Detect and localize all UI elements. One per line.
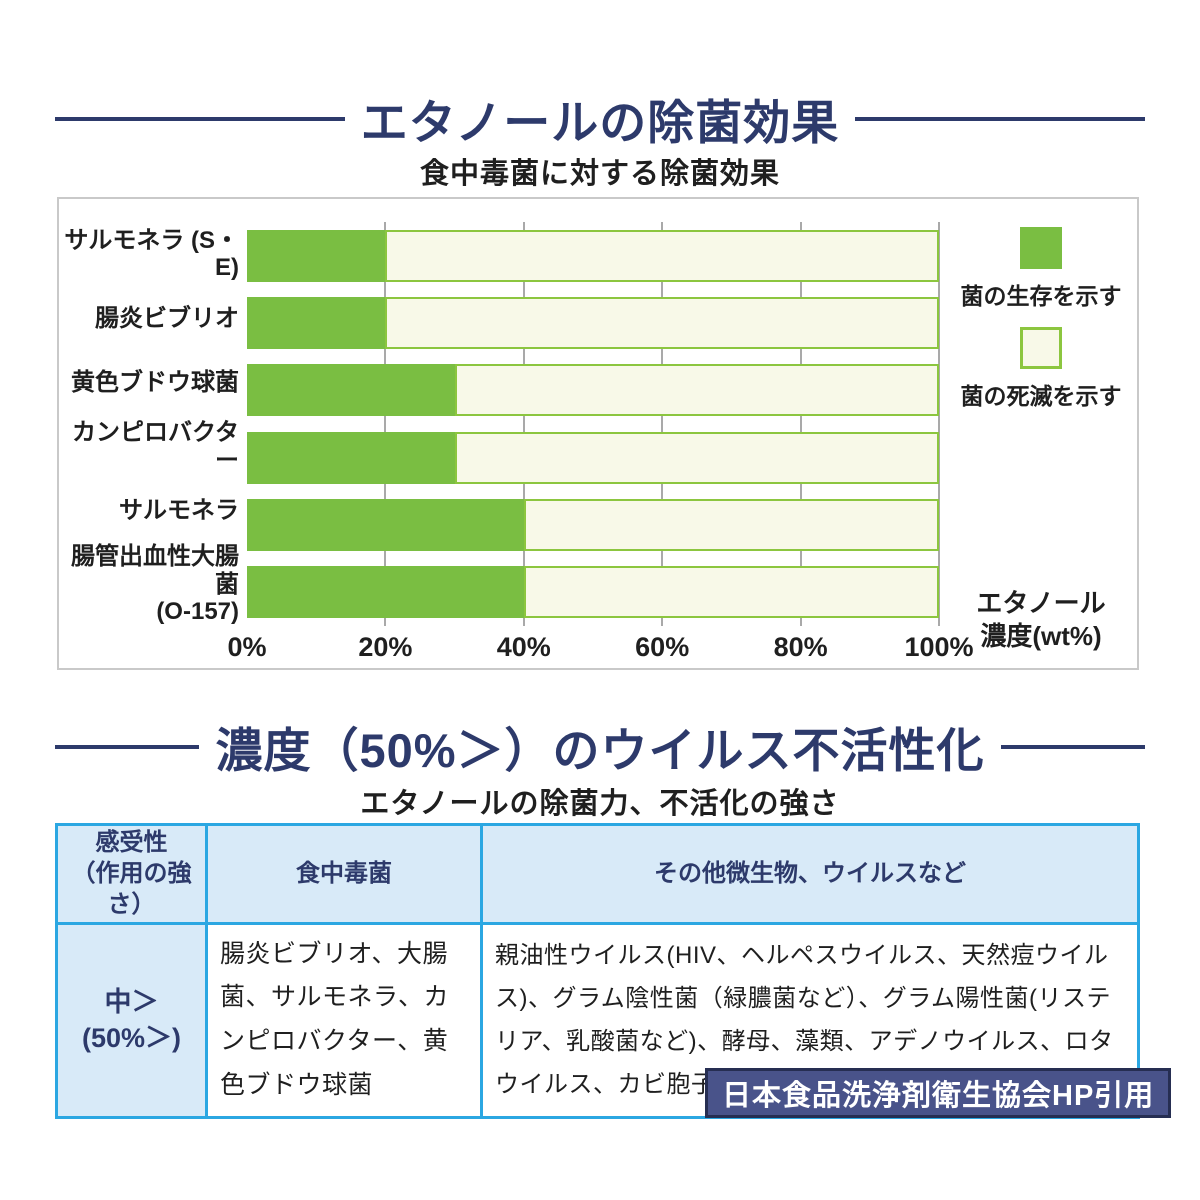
category-label: サルモネラ (S・E): [64, 226, 239, 282]
bar-survival-segment: [247, 431, 455, 484]
bar-survival-segment: [247, 566, 524, 619]
gridline: [938, 222, 940, 626]
stacked-bar: [247, 229, 939, 282]
bar-survival-segment: [247, 364, 455, 417]
x-tick-label: 60%: [635, 632, 690, 662]
legend-item-death: 菌の死滅を示す: [945, 327, 1137, 411]
x-axis: 0% 20% 40% 60% 80% 100%: [227, 632, 973, 668]
bar-row: [247, 357, 939, 424]
survival-swatch-icon: [1020, 227, 1062, 269]
axis-unit-line2: 濃度(wt%): [980, 620, 1102, 651]
bar-survival-segment: [247, 229, 386, 282]
title2-right-rule: [1000, 744, 1146, 749]
gridlines: [247, 222, 940, 626]
title1-right-rule: [855, 116, 1145, 121]
section1-title: エタノールの除菌効果: [360, 96, 840, 149]
bar-row: [247, 424, 939, 491]
axis-unit-line1: エタノール: [976, 588, 1106, 618]
category-label: サルモネラ: [119, 497, 239, 525]
bar-chart-panel: サルモネラ (S・E) 腸炎ビブリオ黄色ブドウ球菌カンピロバクターサルモネラ腸管出…: [57, 197, 1139, 670]
legend-item-survival: 菌の生存を示す: [945, 227, 1137, 311]
cell-sensitivity: 中＞ (50%＞): [55, 921, 208, 1119]
gridline: [384, 222, 387, 626]
cell-foodborne: 腸炎ビブリオ、大腸菌、サルモネラ、カンピロバクター、黄色ブドウ球菌: [205, 921, 483, 1119]
bar-death-segment: [385, 296, 939, 349]
x-axis-unit-label: エタノール 濃度(wt%): [945, 587, 1137, 652]
stacked-bar: [247, 364, 939, 417]
source-badge-text: 日本食品洗浄剤衛生協会HP引用: [722, 1080, 1155, 1112]
chart-title: 食中毒菌に対する除菌効果: [419, 158, 780, 190]
source-badge: 日本食品洗浄剤衛生協会HP引用: [705, 1068, 1172, 1118]
plot-area: [247, 222, 940, 626]
bar-row: [247, 289, 939, 356]
bar-survival-segment: [247, 498, 524, 551]
table-title: エタノールの除菌力、不活化の強さ: [360, 788, 840, 820]
legend-label-death: 菌の死滅を示す: [960, 383, 1122, 409]
category-label: カンピロバクター: [71, 419, 239, 474]
bar-death-segment: [454, 364, 939, 417]
stacked-bar: [247, 566, 939, 619]
bar-death-segment: [385, 229, 939, 282]
header-others: その他微生物、ウイルスなど: [480, 823, 1140, 925]
bar-rows: [247, 222, 939, 626]
section2-title: 濃度（50%＞）のウイルス不活性化: [215, 724, 985, 777]
bar-death-segment: [454, 431, 939, 484]
death-swatch-icon: [1020, 327, 1062, 369]
title2-left-rule: [55, 744, 200, 749]
gridline: [522, 222, 525, 626]
stacked-bar: [247, 431, 939, 484]
chart-legend: 菌の生存を示す 菌の死滅を示す: [945, 227, 1137, 427]
header-sensitivity: 感受性 （作用の強さ）: [55, 823, 208, 925]
category-labels: サルモネラ (S・E) 腸炎ビブリオ黄色ブドウ球菌カンピロバクターサルモネラ腸管出…: [63, 222, 239, 626]
gridline: [661, 222, 664, 626]
table-header-row: 感受性 （作用の強さ） 食中毒菌 その他微生物、ウイルスなど: [55, 823, 1140, 925]
bar-row: [247, 559, 939, 626]
category-label: 黄色ブドウ球菌: [71, 368, 239, 396]
x-tick-label: 20%: [358, 632, 413, 662]
legend-label-survival: 菌の生存を示す: [960, 283, 1122, 309]
header-foodborne: 食中毒菌: [205, 823, 483, 925]
bar-row: [247, 491, 939, 558]
gridline: [799, 222, 802, 626]
x-tick-label: 80%: [773, 632, 828, 662]
stacked-bar: [247, 296, 939, 349]
section2-title-row: 濃度（50%＞）のウイルス不活性化: [55, 712, 1146, 781]
sensitivity-table: 感受性 （作用の強さ） 食中毒菌 その他微生物、ウイルスなど 中＞ (50%＞)…: [55, 823, 1140, 1119]
bar-row: [247, 222, 939, 289]
x-tick-label: 0%: [227, 632, 267, 662]
x-tick-label: 100%: [904, 632, 974, 662]
bar-death-segment: [523, 566, 939, 619]
category-label: 腸管出血性大腸菌 (O-157): [71, 543, 239, 626]
bar-death-segment: [523, 498, 939, 551]
bar-survival-segment: [247, 296, 386, 349]
title1-left-rule: [55, 116, 345, 121]
stacked-bar: [247, 498, 939, 551]
section1-title-row: エタノールの除菌効果: [55, 84, 1145, 153]
x-tick-label: 40%: [496, 632, 551, 662]
category-label: 腸炎ビブリオ: [95, 304, 239, 332]
